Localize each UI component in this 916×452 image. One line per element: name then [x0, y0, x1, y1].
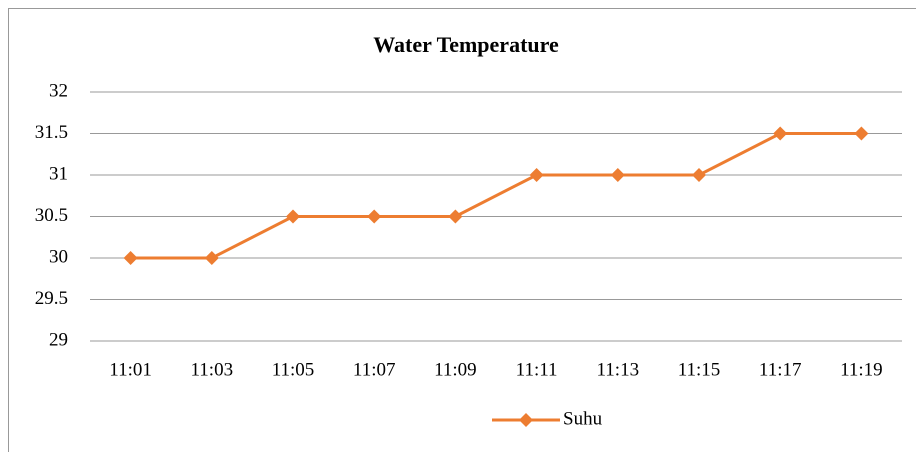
x-tick-label: 11:05 [272, 359, 315, 380]
x-tick-label: 11:19 [840, 359, 883, 380]
x-tick-label: 11:17 [759, 359, 802, 380]
data-point [773, 126, 788, 141]
data-point [367, 209, 382, 224]
series-line [130, 132, 862, 260]
x-tick-label: 11:07 [353, 359, 396, 380]
x-tick-label: 11:11 [516, 359, 558, 380]
y-tick-label: 29.5 [35, 288, 68, 309]
data-point [123, 251, 138, 265]
data-point [610, 168, 625, 182]
y-tick-label: 32 [49, 80, 68, 101]
y-tick-label: 30.5 [35, 205, 68, 226]
data-point [529, 168, 544, 182]
y-tick-label: 29 [49, 329, 68, 350]
x-tick-label: 11:13 [597, 359, 640, 380]
x-tick-label: 11:09 [434, 359, 477, 380]
data-point [448, 209, 463, 224]
x-tick-label: 11:03 [191, 359, 234, 380]
data-point [286, 209, 300, 224]
chart-title: Water Temperature [373, 32, 559, 57]
data-point [692, 168, 706, 182]
y-tick-label: 31 [49, 163, 68, 184]
data-point [854, 126, 869, 141]
legend-label: Suhu [563, 408, 603, 429]
legend-marker [519, 413, 533, 427]
y-tick-label: 31.5 [35, 122, 68, 143]
x-tick-label: 11:15 [678, 359, 721, 380]
y-tick-label: 30 [49, 246, 68, 267]
chart-border [8, 8, 916, 452]
x-tick-label: 11:01 [109, 359, 152, 380]
data-point [204, 251, 219, 265]
